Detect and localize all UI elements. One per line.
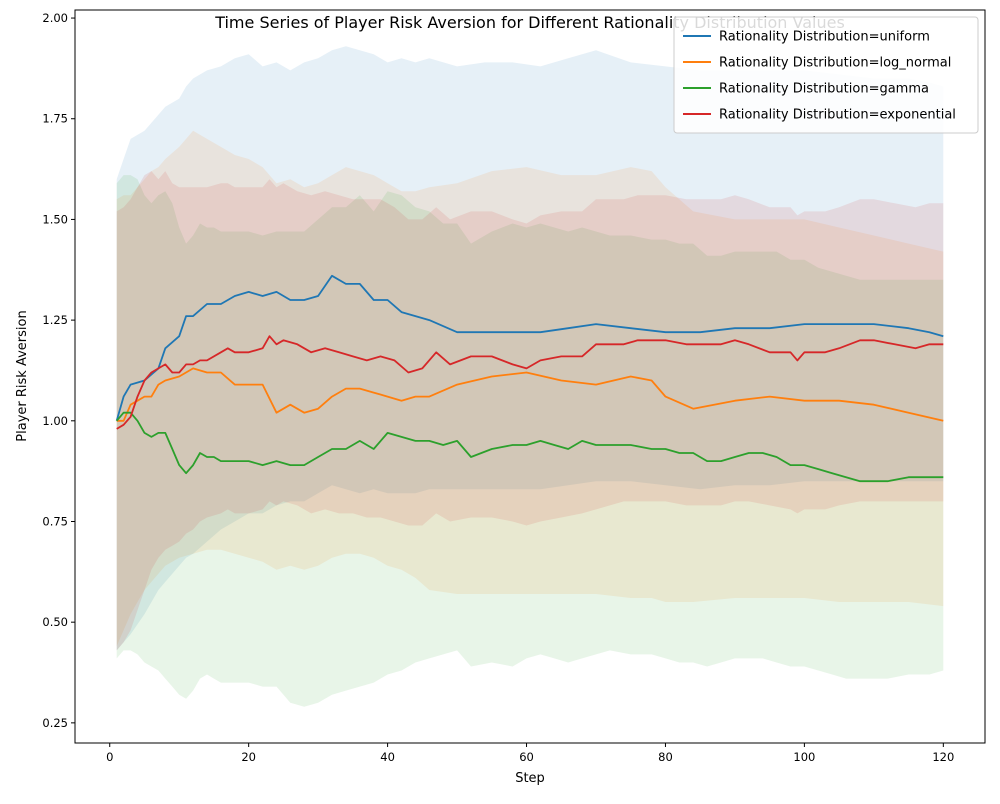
x-tick-label: 40 bbox=[380, 750, 395, 764]
x-tick-label: 80 bbox=[658, 750, 673, 764]
confidence-band-4 bbox=[116, 171, 944, 651]
y-tick-label: 1.50 bbox=[42, 212, 68, 226]
confidence-band-1 bbox=[116, 46, 944, 651]
confidence-band-2 bbox=[116, 130, 944, 647]
y-tick-label: 2.00 bbox=[42, 11, 68, 25]
series-line-1 bbox=[115, 274, 944, 422]
y-axis-label: Player Risk Aversion bbox=[15, 310, 30, 441]
x-tick-label: 20 bbox=[241, 750, 256, 764]
legend-label: Rationality Distribution=gamma bbox=[719, 82, 929, 97]
x-tick-label: 60 bbox=[519, 750, 534, 764]
x-axis-label: Step bbox=[515, 771, 545, 786]
y-tick-label: 1.00 bbox=[42, 414, 68, 428]
y-axis-ticks: 0.25 0.50 0.75 1.00 1.25 1.50 1.75 2.00 bbox=[42, 11, 75, 730]
series-line-3 bbox=[116, 411, 944, 483]
x-tick-label: 0 bbox=[106, 750, 113, 764]
series-line-4 bbox=[116, 335, 944, 430]
y-tick-label: 0.75 bbox=[42, 514, 68, 528]
x-axis-ticks: 0 20 40 60 80 100 120 bbox=[106, 743, 954, 764]
y-tick-label: 0.50 bbox=[42, 615, 68, 629]
plot-area: 0 20 40 60 80 100 120 0.25 0.50 0.75 1.00 1.25 1.50… bbox=[42, 9, 986, 764]
confidence-band-3 bbox=[116, 175, 944, 707]
y-tick-label: 0.25 bbox=[42, 716, 68, 730]
legend-label: Rationality Distribution=uniform bbox=[719, 30, 930, 45]
legend: Rationality Distribution=uniform Rational… bbox=[673, 16, 979, 134]
y-tick-label: 1.75 bbox=[42, 112, 68, 126]
series-lines bbox=[115, 274, 944, 483]
x-tick-label: 100 bbox=[793, 750, 815, 764]
series-line-2 bbox=[116, 367, 944, 422]
x-tick-label: 120 bbox=[932, 750, 954, 764]
y-tick-label: 1.25 bbox=[42, 313, 68, 327]
legend-items: Rationality Distribution=uniform Rational… bbox=[683, 30, 956, 123]
legend-label: Rationality Distribution=exponential bbox=[719, 108, 956, 123]
legend-box bbox=[673, 16, 979, 134]
legend-label: Rationality Distribution=log_normal bbox=[719, 56, 951, 71]
axes-frame bbox=[74, 9, 986, 744]
confidence-bands bbox=[116, 46, 944, 707]
